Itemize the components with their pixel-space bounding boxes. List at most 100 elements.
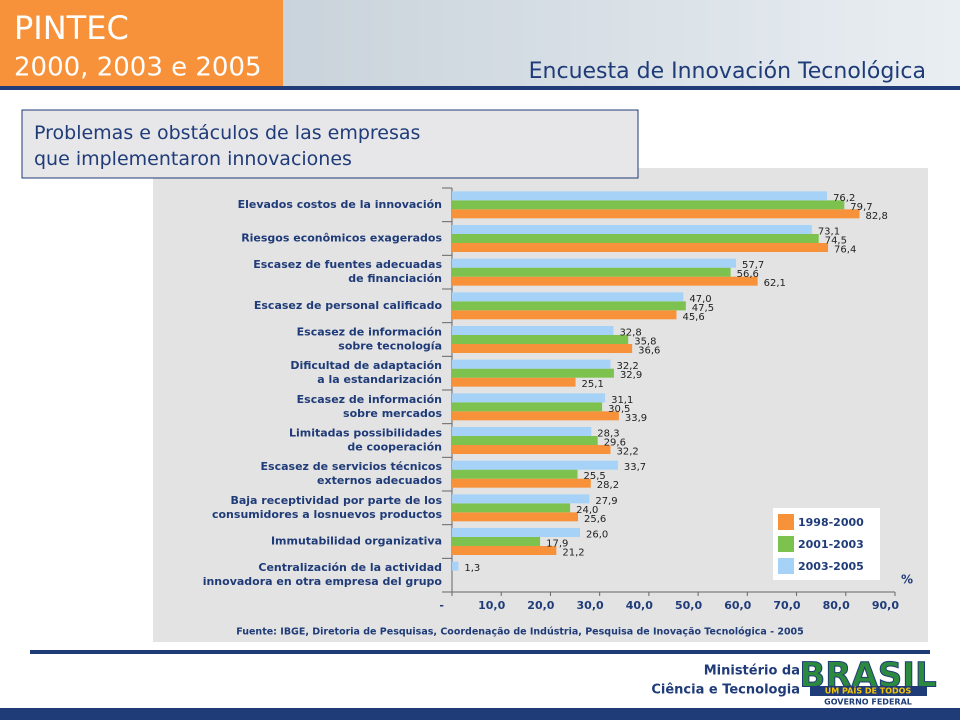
value-label: 28,3 xyxy=(597,429,619,440)
value-label: 30,5 xyxy=(608,404,630,415)
x-tick-label: 60,0 xyxy=(724,599,751,612)
source: Fuente: IBGE, Diretoria de Pesquisas, Co… xyxy=(236,627,804,638)
legend-swatch xyxy=(778,514,794,530)
value-label: 57,7 xyxy=(742,260,764,271)
value-label: 25,6 xyxy=(584,514,606,525)
value-label: 79,7 xyxy=(850,202,872,213)
y-tick-label: Dificultad de adaptación a la estandariza… xyxy=(290,359,442,386)
value-label: 76,4 xyxy=(834,245,856,256)
header-rule xyxy=(0,86,960,90)
bar xyxy=(452,436,598,445)
y-tick-label: Escasez de personal calificado xyxy=(254,299,443,312)
value-label: 27,9 xyxy=(595,496,617,507)
value-label: 1,3 xyxy=(464,563,480,574)
value-label: 29,6 xyxy=(604,438,626,449)
bar xyxy=(452,301,686,311)
logo-band xyxy=(810,686,927,696)
bar xyxy=(452,469,578,479)
bar xyxy=(452,292,684,302)
chart-title: Problemas e obstáculos de las empresas qu… xyxy=(34,122,420,170)
bar xyxy=(452,402,603,412)
title-box xyxy=(21,109,639,179)
value-label: 25,5 xyxy=(584,471,606,482)
y-tick-label: Escasez de información sobre mercados xyxy=(297,393,443,420)
value-label: 31,1 xyxy=(611,395,633,406)
bar xyxy=(452,344,633,353)
bar xyxy=(452,359,611,369)
legend-label: 2003-2005 xyxy=(798,560,864,573)
value-label: 33,7 xyxy=(624,462,646,473)
bar xyxy=(452,209,860,219)
bar xyxy=(452,310,677,320)
x-tick-label: 90,0 xyxy=(872,599,899,612)
bar xyxy=(452,393,606,403)
value-label: 28,2 xyxy=(597,480,619,491)
bar xyxy=(452,377,576,387)
y-tick-label: Escasez de fuentes adecuadas de financiac… xyxy=(253,258,442,285)
legend-label: 2001-2003 xyxy=(798,538,864,551)
header-band xyxy=(283,0,960,88)
value-label: 73,1 xyxy=(818,227,840,238)
bar xyxy=(452,512,579,522)
footer-bar xyxy=(0,708,960,720)
y-tick-label: Centralización de la actividad innovadora… xyxy=(203,561,443,588)
x-tick-label: 20,0 xyxy=(527,599,554,612)
value-label: 26,0 xyxy=(586,530,608,541)
value-label: 32,2 xyxy=(616,447,638,458)
bar xyxy=(452,225,812,234)
x-tick-label: 80,0 xyxy=(823,599,850,612)
y-tick-label: Riesgos econômicos exagerados xyxy=(241,232,442,245)
unit-label: % xyxy=(901,573,913,587)
bar xyxy=(452,537,541,546)
header-title: PINTEC xyxy=(14,9,129,47)
value-label: 35,8 xyxy=(634,337,656,348)
x-tick-label: - xyxy=(439,599,444,612)
bar xyxy=(452,267,731,277)
logo-tagline: UM PAÍS DE TODOS xyxy=(825,685,912,696)
value-label: 76,2 xyxy=(833,193,855,204)
header-years: 2000, 2003 e 2005 xyxy=(14,53,262,83)
bar xyxy=(452,191,828,201)
bar xyxy=(452,445,611,454)
bar xyxy=(452,258,737,268)
ministry: Ministério da xyxy=(704,664,800,679)
value-label: 45,6 xyxy=(682,312,704,323)
bar xyxy=(452,200,845,210)
y-tick-label: Limitadas possibilidades de cooperación xyxy=(289,427,442,454)
x-tick-label: 50,0 xyxy=(675,599,702,612)
value-label: 32,2 xyxy=(616,361,638,372)
value-label: 82,8 xyxy=(866,211,888,222)
bar xyxy=(452,234,819,243)
value-label: 56,6 xyxy=(737,269,759,280)
bar xyxy=(452,335,629,344)
value-label: 36,6 xyxy=(638,346,660,357)
header-box xyxy=(0,0,283,88)
y-tick-label: Baja receptividad por parte de los consum… xyxy=(212,494,442,521)
bar xyxy=(452,546,557,555)
y-tick-label: Elevados costos de la innovación xyxy=(238,198,442,211)
value-label: 17,9 xyxy=(546,539,568,550)
x-tick-label: 10,0 xyxy=(478,599,505,612)
bar xyxy=(452,411,619,421)
x-tick-label: 30,0 xyxy=(577,599,604,612)
y-tick-label: Escasez de información sobre tecnología xyxy=(297,326,442,353)
value-label: 47,5 xyxy=(692,303,714,314)
ministry: Ciência e Tecnologia xyxy=(651,683,800,698)
footer-rule xyxy=(30,650,930,654)
value-label: 21,2 xyxy=(562,548,584,559)
y-tick-label: Immutabilidad organizativa xyxy=(271,535,442,548)
bar xyxy=(452,427,592,436)
bar xyxy=(452,494,590,504)
value-label: 24,0 xyxy=(576,505,598,516)
logo-gov: GOVERNO FEDERAL xyxy=(824,698,912,707)
bar xyxy=(452,460,618,470)
bar xyxy=(452,326,614,335)
x-tick-label: 40,0 xyxy=(626,599,653,612)
bar xyxy=(452,528,580,537)
value-label: 32,9 xyxy=(620,370,642,381)
bar xyxy=(452,243,829,252)
value-label: 62,1 xyxy=(764,278,786,289)
legend-swatch xyxy=(778,558,794,574)
y-tick-label: Escasez de servicios técnicos externos ad… xyxy=(261,460,443,487)
